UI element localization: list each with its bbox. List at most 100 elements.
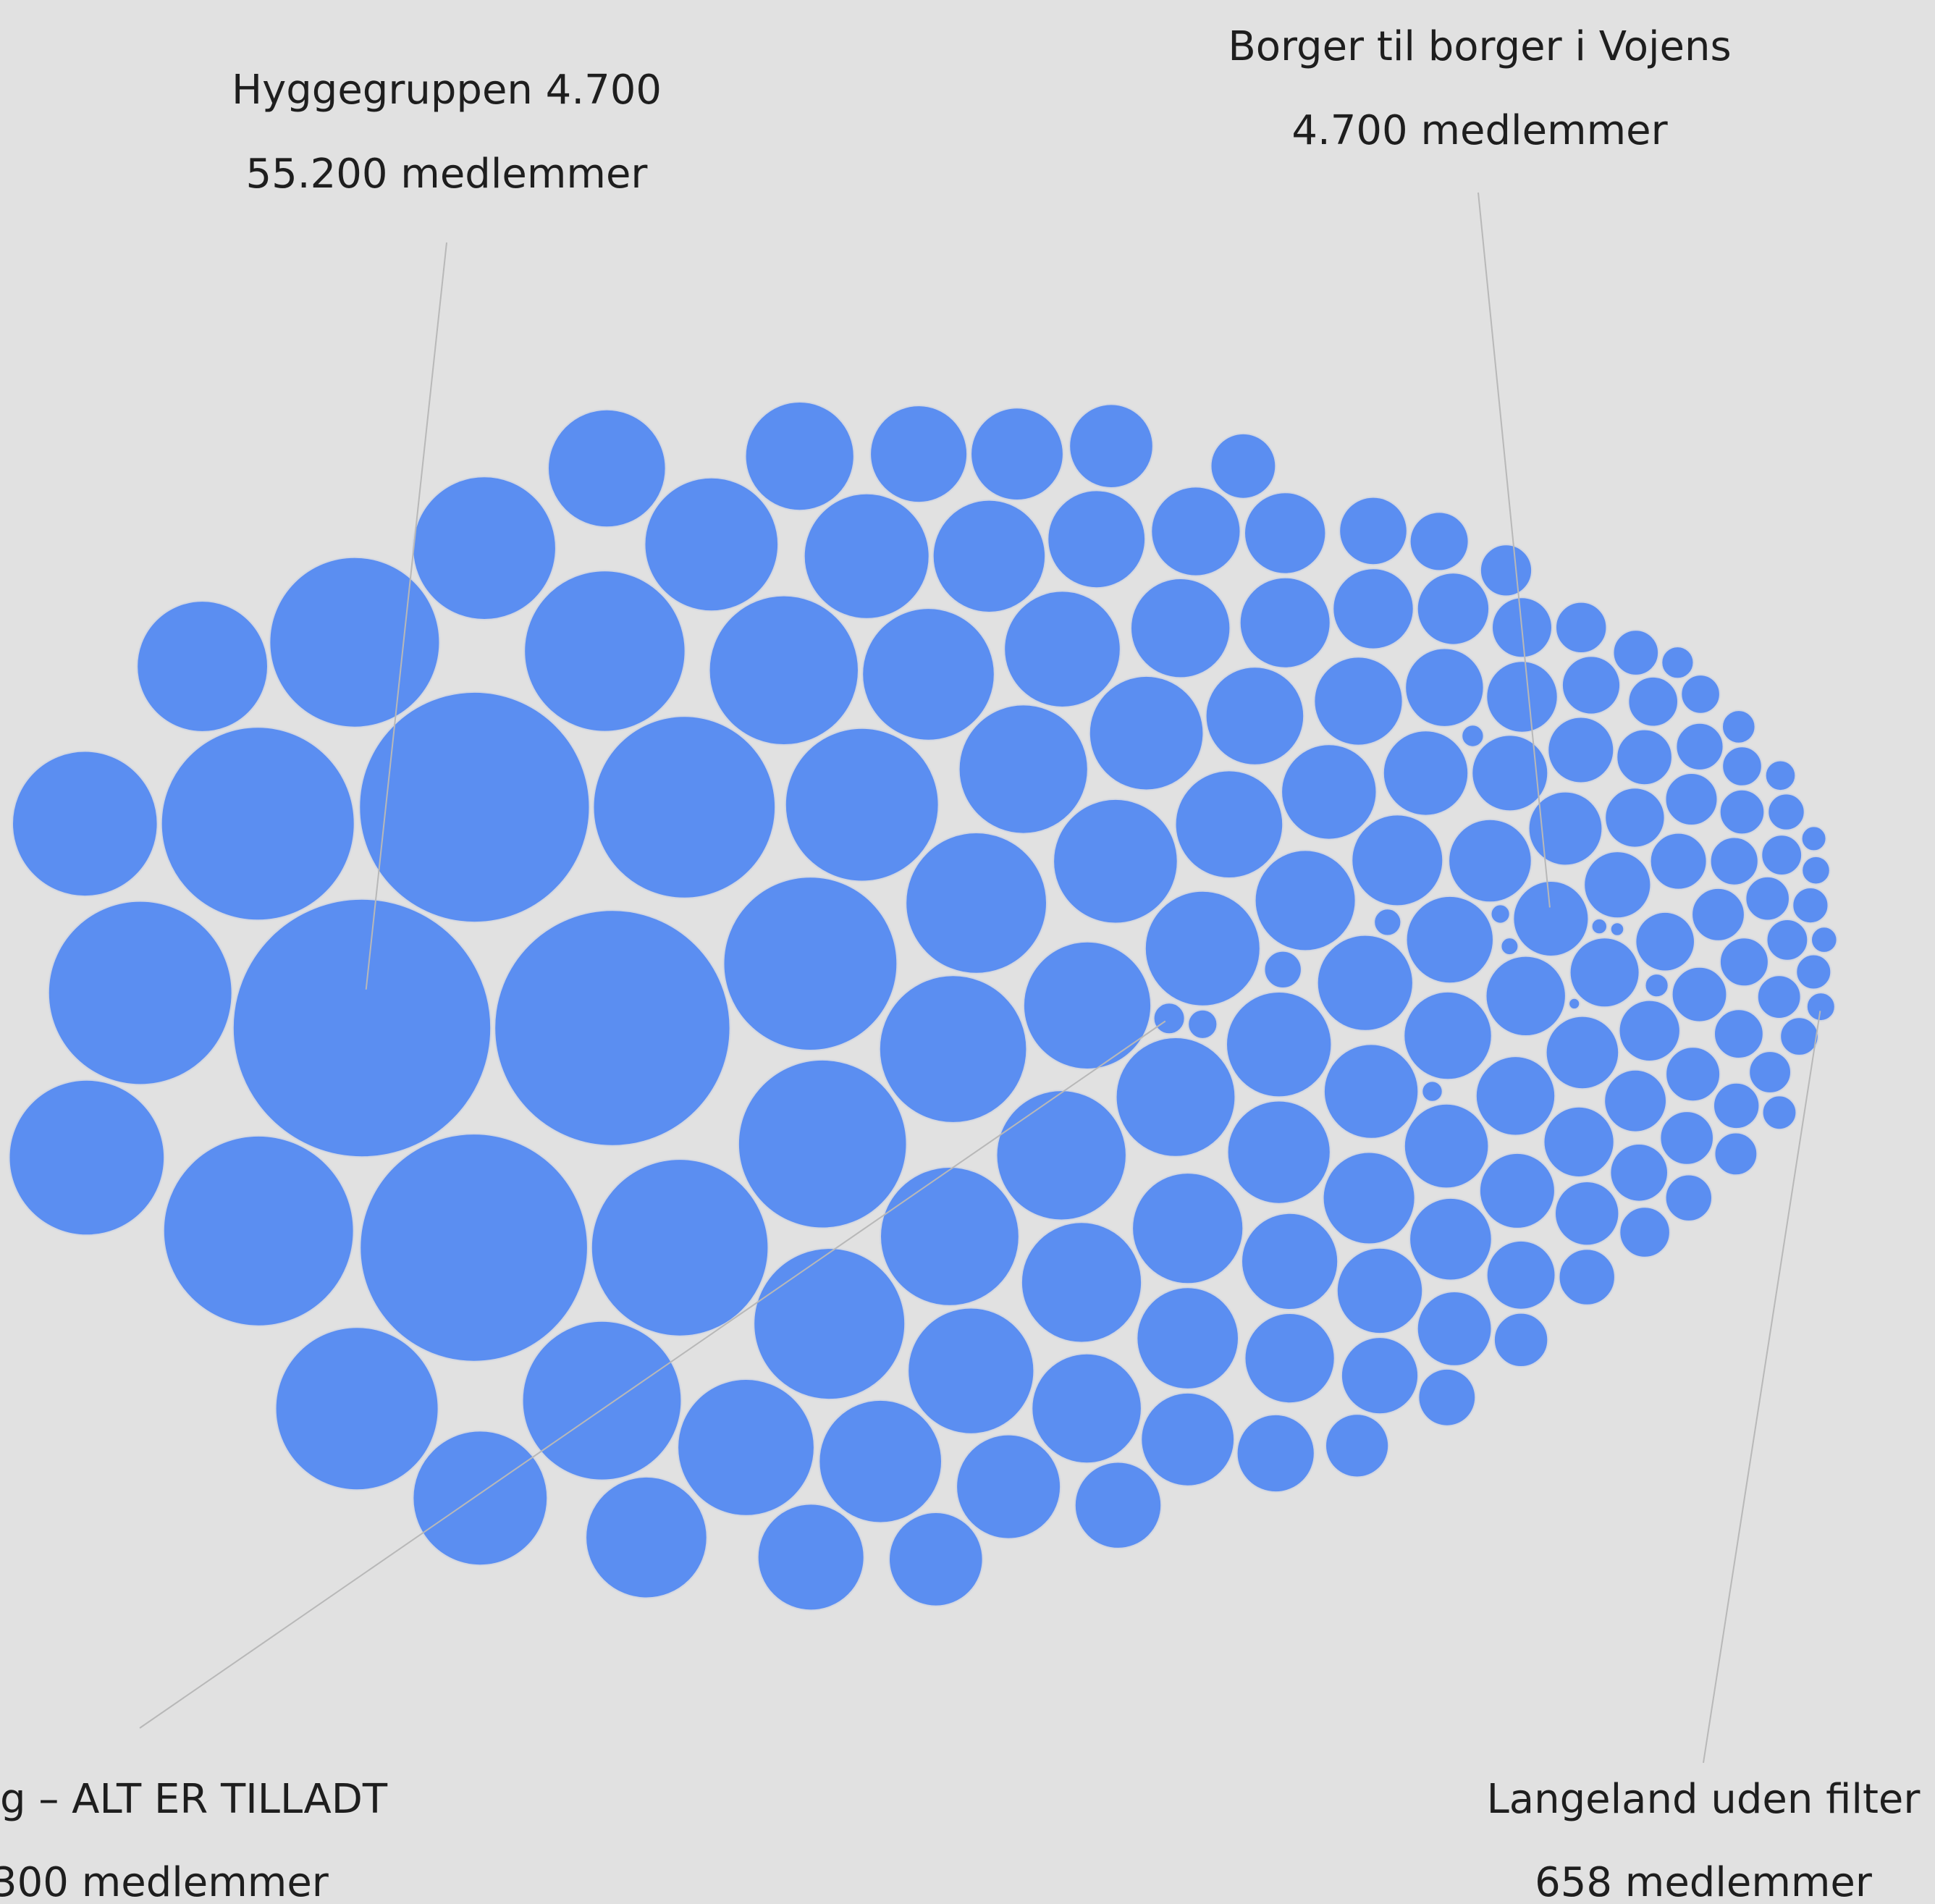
bubble xyxy=(1226,1100,1331,1205)
bubble xyxy=(1671,966,1728,1023)
annotation-value: 4.700 medlemmer xyxy=(1291,107,1668,154)
bubble xyxy=(1475,1056,1556,1137)
bubble xyxy=(1745,875,1790,922)
bubble xyxy=(547,408,667,528)
bubble xyxy=(861,607,995,741)
bubble xyxy=(1382,730,1470,817)
bubble xyxy=(1131,1172,1244,1285)
bubble xyxy=(1748,1050,1792,1094)
bubble xyxy=(1659,1111,1714,1166)
bubble xyxy=(1569,937,1640,1008)
bubble xyxy=(1554,1181,1620,1247)
bubble xyxy=(494,909,731,1147)
bubble xyxy=(1403,1103,1490,1189)
bubble xyxy=(1409,1197,1493,1281)
bubble xyxy=(1485,1239,1556,1310)
bubble xyxy=(1417,1368,1477,1427)
bubble xyxy=(1603,1069,1668,1133)
bubble xyxy=(1471,734,1549,812)
bubble xyxy=(1568,997,1581,1011)
bubble xyxy=(1805,992,1836,1022)
bubble xyxy=(708,594,860,746)
bubble xyxy=(756,1503,865,1612)
bubble xyxy=(1461,724,1485,748)
bubble xyxy=(1795,953,1832,990)
bubble xyxy=(1336,1247,1424,1335)
bubble xyxy=(1721,709,1756,744)
bubble xyxy=(1210,432,1277,500)
bubble xyxy=(1713,1082,1761,1130)
bubble xyxy=(1761,834,1803,876)
bubble xyxy=(1053,798,1179,924)
bubble xyxy=(1281,744,1378,841)
bubble xyxy=(1340,1336,1420,1415)
bubble xyxy=(818,1399,943,1524)
bubble xyxy=(1144,890,1261,1007)
bubble xyxy=(274,1326,439,1491)
bubble xyxy=(1719,788,1766,835)
bubble xyxy=(905,832,1047,974)
bubble xyxy=(1644,973,1669,998)
bubble xyxy=(160,726,355,922)
bubble xyxy=(1609,922,1625,937)
bubble xyxy=(1316,934,1414,1032)
bubble xyxy=(1323,1043,1420,1140)
bubble xyxy=(1254,849,1357,952)
bubble xyxy=(1801,855,1831,885)
bubble xyxy=(1236,1413,1315,1494)
leader-line xyxy=(1477,192,1551,908)
bubble xyxy=(1604,787,1666,848)
bubble xyxy=(677,1378,815,1517)
bubble xyxy=(722,876,898,1051)
bubble xyxy=(1325,1413,1390,1478)
bubble xyxy=(878,974,1028,1124)
annotations: Hyggegruppen 4.700 55.200 medlemmer Borger… xyxy=(0,23,1921,1904)
bubbles xyxy=(8,401,1838,1612)
bubble xyxy=(1136,1286,1239,1390)
bubble xyxy=(1500,937,1519,956)
bubble xyxy=(232,898,492,1158)
bubble xyxy=(412,476,557,620)
bubble xyxy=(1152,1002,1186,1035)
bubble xyxy=(1003,590,1121,709)
bubble xyxy=(1627,675,1679,728)
bubble xyxy=(970,407,1064,501)
bubble xyxy=(1485,660,1559,733)
bubble xyxy=(1779,1016,1819,1056)
bubble xyxy=(744,401,855,512)
bubble xyxy=(1590,917,1609,935)
bubble xyxy=(1031,1352,1142,1465)
bubble xyxy=(1618,999,1681,1063)
bubble xyxy=(1800,825,1827,852)
bubble xyxy=(1555,601,1608,654)
bubble xyxy=(1373,908,1402,937)
bubble xyxy=(1545,1015,1620,1090)
bubble xyxy=(359,1133,589,1362)
bubble xyxy=(1664,1174,1713,1222)
bubble xyxy=(907,1307,1035,1435)
bubble xyxy=(358,691,591,924)
bubble xyxy=(1649,832,1708,890)
bubble xyxy=(1616,728,1673,786)
bubble xyxy=(1792,887,1829,924)
bubble xyxy=(1558,1248,1616,1306)
bubble xyxy=(1068,403,1154,489)
bubble xyxy=(1115,1037,1236,1158)
bubble xyxy=(1721,746,1763,787)
bubble xyxy=(784,727,940,883)
bubble xyxy=(1547,716,1615,784)
bubble xyxy=(1766,919,1809,961)
bubble xyxy=(1313,656,1404,746)
bubble xyxy=(1244,1313,1336,1404)
bubble xyxy=(1416,572,1491,646)
bubble xyxy=(1404,647,1485,728)
bubble xyxy=(1635,911,1695,972)
bubble xyxy=(412,1430,549,1567)
bubble xyxy=(888,1512,984,1607)
bubble xyxy=(932,499,1047,613)
bubble xyxy=(1810,926,1838,953)
bubble xyxy=(1244,492,1327,575)
bubble xyxy=(1713,1132,1758,1176)
annotation-title: Hyggegruppen 4.700 xyxy=(232,67,662,114)
